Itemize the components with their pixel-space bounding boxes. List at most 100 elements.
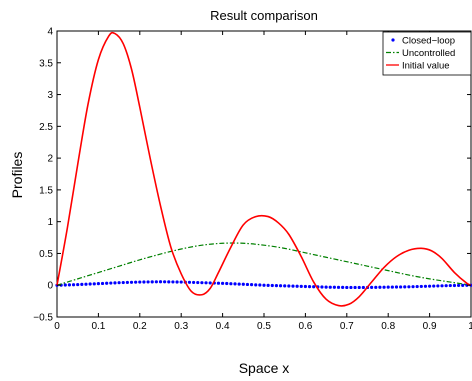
data-point bbox=[320, 285, 324, 289]
data-point bbox=[345, 285, 349, 290]
data-point bbox=[456, 283, 461, 288]
data-point bbox=[328, 285, 332, 289]
legend-item-initial-value: Initial value bbox=[386, 60, 450, 71]
data-point bbox=[76, 282, 80, 287]
data-point bbox=[237, 282, 241, 286]
data-point bbox=[163, 280, 167, 284]
data-point bbox=[262, 283, 266, 287]
data-point bbox=[349, 285, 353, 290]
chart-title: Result comparison bbox=[210, 8, 318, 23]
data-point bbox=[233, 282, 237, 286]
data-point bbox=[378, 285, 382, 289]
data-point bbox=[129, 280, 134, 284]
data-point bbox=[307, 285, 312, 289]
data-point bbox=[229, 282, 233, 286]
data-point bbox=[332, 285, 336, 289]
data-point bbox=[341, 285, 345, 289]
y-axis-label: Profiles bbox=[9, 152, 25, 199]
data-point bbox=[109, 281, 113, 285]
series-uncontrolled-line bbox=[56, 242, 472, 286]
data-point bbox=[274, 284, 279, 288]
x-tick-label: 0.2 bbox=[133, 321, 147, 332]
data-point bbox=[361, 285, 365, 290]
data-point bbox=[117, 281, 121, 285]
data-point bbox=[216, 281, 221, 285]
y-tick-label: 2 bbox=[47, 154, 53, 165]
data-point bbox=[254, 283, 258, 287]
data-point bbox=[71, 283, 76, 287]
data-point bbox=[134, 280, 138, 284]
x-tick-label: 0 bbox=[54, 321, 60, 332]
data-point bbox=[374, 285, 378, 289]
data-point bbox=[241, 282, 245, 286]
data-point bbox=[171, 280, 175, 284]
data-point bbox=[175, 280, 179, 284]
data-point bbox=[258, 283, 262, 287]
data-point bbox=[403, 285, 407, 289]
data-point bbox=[67, 283, 72, 287]
data-point bbox=[386, 285, 390, 289]
data-point bbox=[167, 280, 171, 284]
data-point bbox=[461, 283, 465, 287]
data-point bbox=[179, 280, 183, 284]
data-point bbox=[249, 283, 254, 287]
data-point bbox=[84, 282, 88, 286]
data-point bbox=[324, 285, 328, 289]
data-point bbox=[312, 285, 316, 289]
data-point bbox=[113, 281, 117, 285]
data-point bbox=[270, 283, 274, 288]
data-point bbox=[278, 284, 283, 288]
data-point bbox=[415, 284, 419, 289]
data-point bbox=[399, 285, 403, 289]
data-point bbox=[303, 284, 307, 289]
data-point bbox=[96, 282, 100, 286]
data-point bbox=[444, 284, 448, 288]
data-point bbox=[154, 280, 158, 284]
data-point bbox=[423, 284, 428, 288]
x-tick-label: 0.1 bbox=[91, 321, 105, 332]
x-axis-label: Space x bbox=[239, 360, 290, 376]
plot-border bbox=[56, 30, 472, 318]
y-tick-label: 4 bbox=[47, 27, 53, 38]
x-tick-label: 0.4 bbox=[216, 321, 230, 332]
y-tick-label: 0 bbox=[47, 281, 53, 292]
data-point bbox=[357, 285, 361, 290]
data-point bbox=[80, 282, 84, 286]
data-point bbox=[432, 284, 436, 288]
x-tick-label: 0.6 bbox=[298, 321, 312, 332]
legend-item-uncontrolled: Uncontrolled bbox=[386, 48, 455, 59]
data-point bbox=[221, 281, 225, 285]
legend-box bbox=[382, 31, 472, 76]
data-point bbox=[158, 280, 163, 284]
data-point bbox=[287, 284, 291, 288]
data-point bbox=[436, 284, 440, 288]
data-point bbox=[353, 285, 357, 290]
data-point bbox=[125, 280, 129, 285]
data-point bbox=[150, 280, 154, 284]
y-tick-label: 1.5 bbox=[39, 185, 53, 196]
data-point bbox=[225, 281, 229, 286]
legend-item-closed-loop: Closed−loop bbox=[391, 35, 455, 46]
series-closed-loop bbox=[55, 280, 472, 290]
data-point bbox=[121, 280, 125, 285]
data-point bbox=[452, 283, 457, 288]
data-point bbox=[336, 285, 341, 289]
series-initial-value-line bbox=[56, 31, 472, 307]
data-point bbox=[407, 285, 411, 289]
data-point bbox=[283, 284, 287, 288]
data-point bbox=[88, 282, 92, 286]
data-point bbox=[200, 281, 204, 285]
legend-label: Closed−loop bbox=[402, 35, 455, 46]
data-point bbox=[105, 281, 109, 285]
data-point bbox=[187, 280, 192, 284]
data-point bbox=[291, 284, 295, 288]
data-point bbox=[63, 283, 67, 287]
y-tick-label: 0.5 bbox=[39, 249, 53, 260]
data-point bbox=[266, 283, 270, 287]
data-point bbox=[245, 282, 250, 287]
data-point bbox=[440, 284, 444, 288]
y-tick-label: 3 bbox=[47, 90, 53, 101]
x-tick-label: 1 bbox=[468, 321, 472, 332]
data-point bbox=[138, 280, 142, 284]
